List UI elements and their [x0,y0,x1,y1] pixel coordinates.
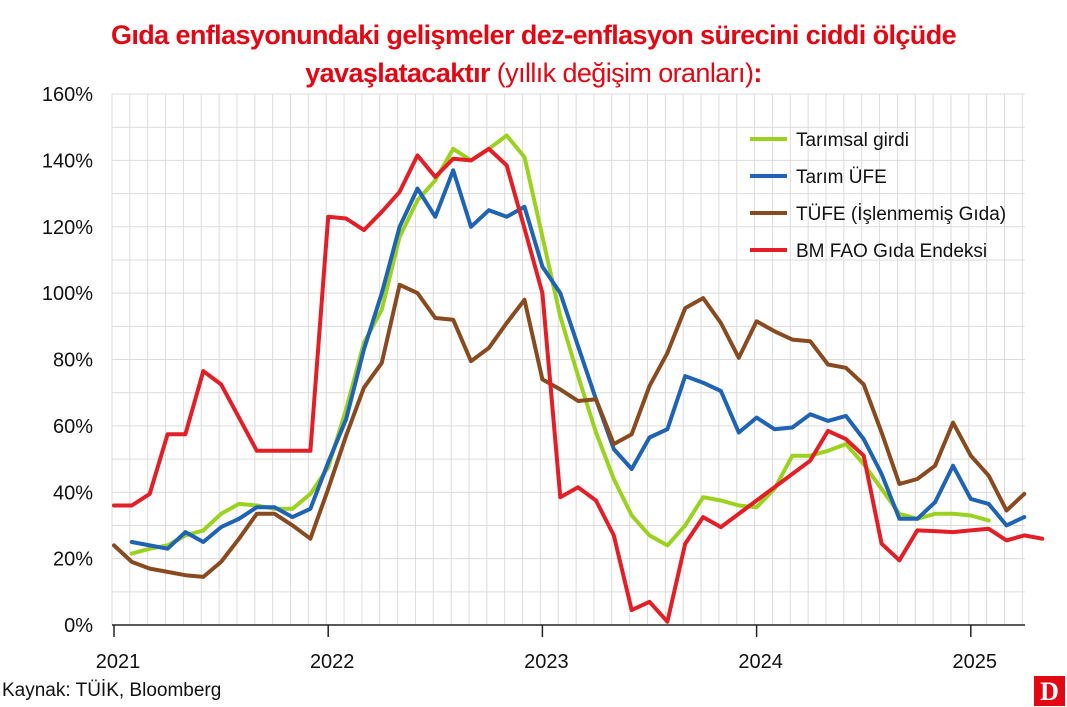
chart-subtitle: (yıllık değişim oranları) [489,58,754,88]
x-tick-label: 2021 [96,651,141,673]
chart-title-colon: : [753,58,762,88]
x-tick-label: 2022 [310,651,355,673]
series-line-2 [129,168,1027,551]
legend-label: TÜFE (İşlenmemiş Gıda) [796,204,1006,225]
x-tick-label: 2024 [738,651,783,673]
y-tick-label: 40% [53,482,93,504]
chart-title-bold: yavaşlatacaktır [305,58,490,88]
series-line-4 [112,146,1045,624]
y-tick-label: 140% [42,150,93,172]
series-line-3 [112,282,1027,579]
y-tick-label: 20% [53,549,93,571]
y-tick-label: 60% [53,416,93,438]
legend-label: Tarım ÜFE [796,167,887,188]
x-tick-label: 2023 [524,651,569,673]
legend-label: Tarımsal girdi [796,130,909,151]
y-tick-label: 120% [42,217,93,239]
legend-label: BM FAO Gıda Endeksi [796,241,987,262]
y-tick-label: 100% [42,283,93,305]
y-tick-label: 160% [42,84,93,106]
publisher-logo: D [1034,676,1065,706]
y-tick-label: 80% [53,350,93,372]
x-tick-label: 2025 [953,651,998,673]
y-tick-label: 0% [64,615,93,637]
chart-title-line1: Gıda enflasyonundaki gelişmeler dez-enfl… [110,20,957,50]
source-note: Kaynak: TÜİK, Bloomberg [2,680,222,701]
chart-title-line2: yavaşlatacaktır (yıllık değişim oranları… [0,58,1067,89]
